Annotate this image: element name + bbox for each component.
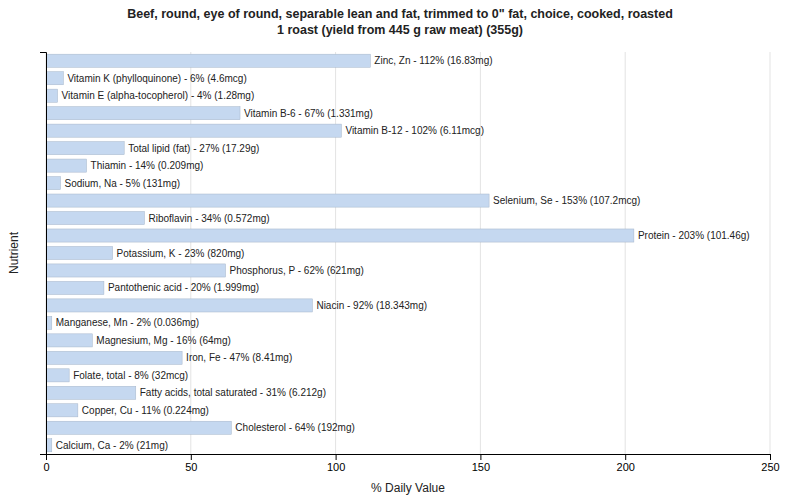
bar-label: Vitamin B-12 - 102% (6.11mcg): [345, 125, 484, 136]
bar: [46, 264, 226, 277]
bar-label: Total lipid (fat) - 27% (17.29g): [128, 143, 259, 154]
x-tick-mark: [336, 454, 337, 460]
bar: [46, 404, 78, 417]
bar-label: Niacin - 92% (18.343mg): [316, 300, 427, 311]
bar-label: Calcium, Ca - 2% (21mg): [56, 440, 168, 451]
bar-label: Selenium, Se - 153% (107.2mcg): [493, 195, 640, 206]
bar: [46, 177, 60, 190]
bar-label: Magnesium, Mg - 16% (64mg): [96, 335, 231, 346]
grid: [46, 52, 770, 454]
y-axis: [40, 53, 47, 455]
bar-label: Fatty acids, total saturated - 31% (6.21…: [140, 387, 326, 398]
x-axis: 0 50 100 150 200 250: [43, 454, 779, 473]
bar: [46, 334, 92, 347]
plot: 0 50 100 150 200 250 Calcium, Ca - 2% (21mg) Ch…: [40, 52, 780, 473]
bar-label: Manganese, Mn - 2% (0.036mg): [56, 317, 199, 328]
x-tick-label: 50: [185, 461, 197, 473]
bars: [46, 54, 634, 452]
x-tick-label: 200: [617, 461, 635, 473]
bar-label: Vitamin E (alpha-tocopherol) - 4% (1.28m…: [62, 90, 255, 101]
x-tick: 250: [761, 454, 779, 473]
bar: [46, 211, 144, 224]
x-tick-mark: [625, 454, 626, 460]
x-tick: 150: [472, 454, 490, 473]
bar-label: Pantothenic acid - 20% (1.999mg): [108, 282, 259, 293]
bar: [46, 107, 240, 120]
x-tick-label: 250: [761, 461, 779, 473]
bar-label: Riboflavin - 34% (0.572mg): [148, 213, 269, 224]
bar: [46, 351, 182, 364]
y-axis-title: Nutrient: [7, 231, 21, 274]
x-tick: 200: [617, 454, 635, 473]
bar-label: Folate, total - 8% (32mcg): [73, 370, 188, 381]
bar: [46, 124, 341, 137]
title-line: Beef, round, eye of round, separable lea…: [127, 7, 673, 21]
grid-line: [770, 52, 771, 454]
bar: [46, 386, 136, 399]
bar: [46, 299, 312, 312]
x-tick: 50: [185, 454, 197, 473]
bar: [46, 54, 370, 67]
grid-line: [480, 52, 481, 454]
x-axis-line: [47, 455, 771, 461]
y-axis-line: [40, 53, 47, 455]
bar: [46, 159, 87, 172]
x-tick: 100: [327, 454, 345, 473]
x-tick-label: 100: [327, 461, 345, 473]
bar: [46, 89, 58, 102]
bar-label: Phosphorus, P - 62% (621mg): [230, 265, 364, 276]
x-tick-label: 150: [472, 461, 490, 473]
bar-label: Iron, Fe - 47% (8.41mg): [186, 352, 292, 363]
bar: [46, 229, 634, 242]
bar-labels: Calcium, Ca - 2% (21mg) Cholesterol - 64%…: [56, 55, 750, 451]
title: Beef, round, eye of round, separable lea…: [127, 7, 673, 37]
chart: Beef, round, eye of round, separable lea…: [0, 0, 800, 500]
bar: [46, 369, 69, 382]
bar-label: Vitamin K (phylloquinone) - 6% (4.6mcg): [67, 73, 246, 84]
bar-label: Thiamin - 14% (0.209mg): [91, 160, 204, 171]
title-line: 1 roast (yield from 445 g raw meat) (355…: [277, 23, 523, 37]
x-tick-mark: [191, 454, 192, 460]
bar: [46, 142, 124, 155]
x-axis-title: % Daily Value: [371, 481, 445, 495]
x-tick: 0: [43, 454, 49, 473]
bar: [46, 194, 489, 207]
bar-label: Zinc, Zn - 112% (16.83mg): [374, 55, 492, 66]
bar: [46, 421, 231, 434]
bar: [46, 246, 113, 259]
x-tick-mark: [770, 454, 771, 460]
bar: [46, 281, 104, 294]
bar-label: Protein - 203% (101.46g): [638, 230, 750, 241]
bar-label: Cholesterol - 64% (192mg): [235, 422, 355, 433]
bar-label: Copper, Cu - 11% (0.224mg): [82, 405, 209, 416]
grid-line: [625, 52, 626, 454]
bar: [46, 72, 63, 85]
bar-label: Sodium, Na - 5% (131mg): [64, 178, 180, 189]
bar-label: Potassium, K - 23% (820mg): [117, 248, 245, 259]
x-tick-mark: [480, 454, 481, 460]
bar-label: Vitamin B-6 - 67% (1.331mg): [244, 108, 373, 119]
x-tick-label: 0: [43, 461, 49, 473]
